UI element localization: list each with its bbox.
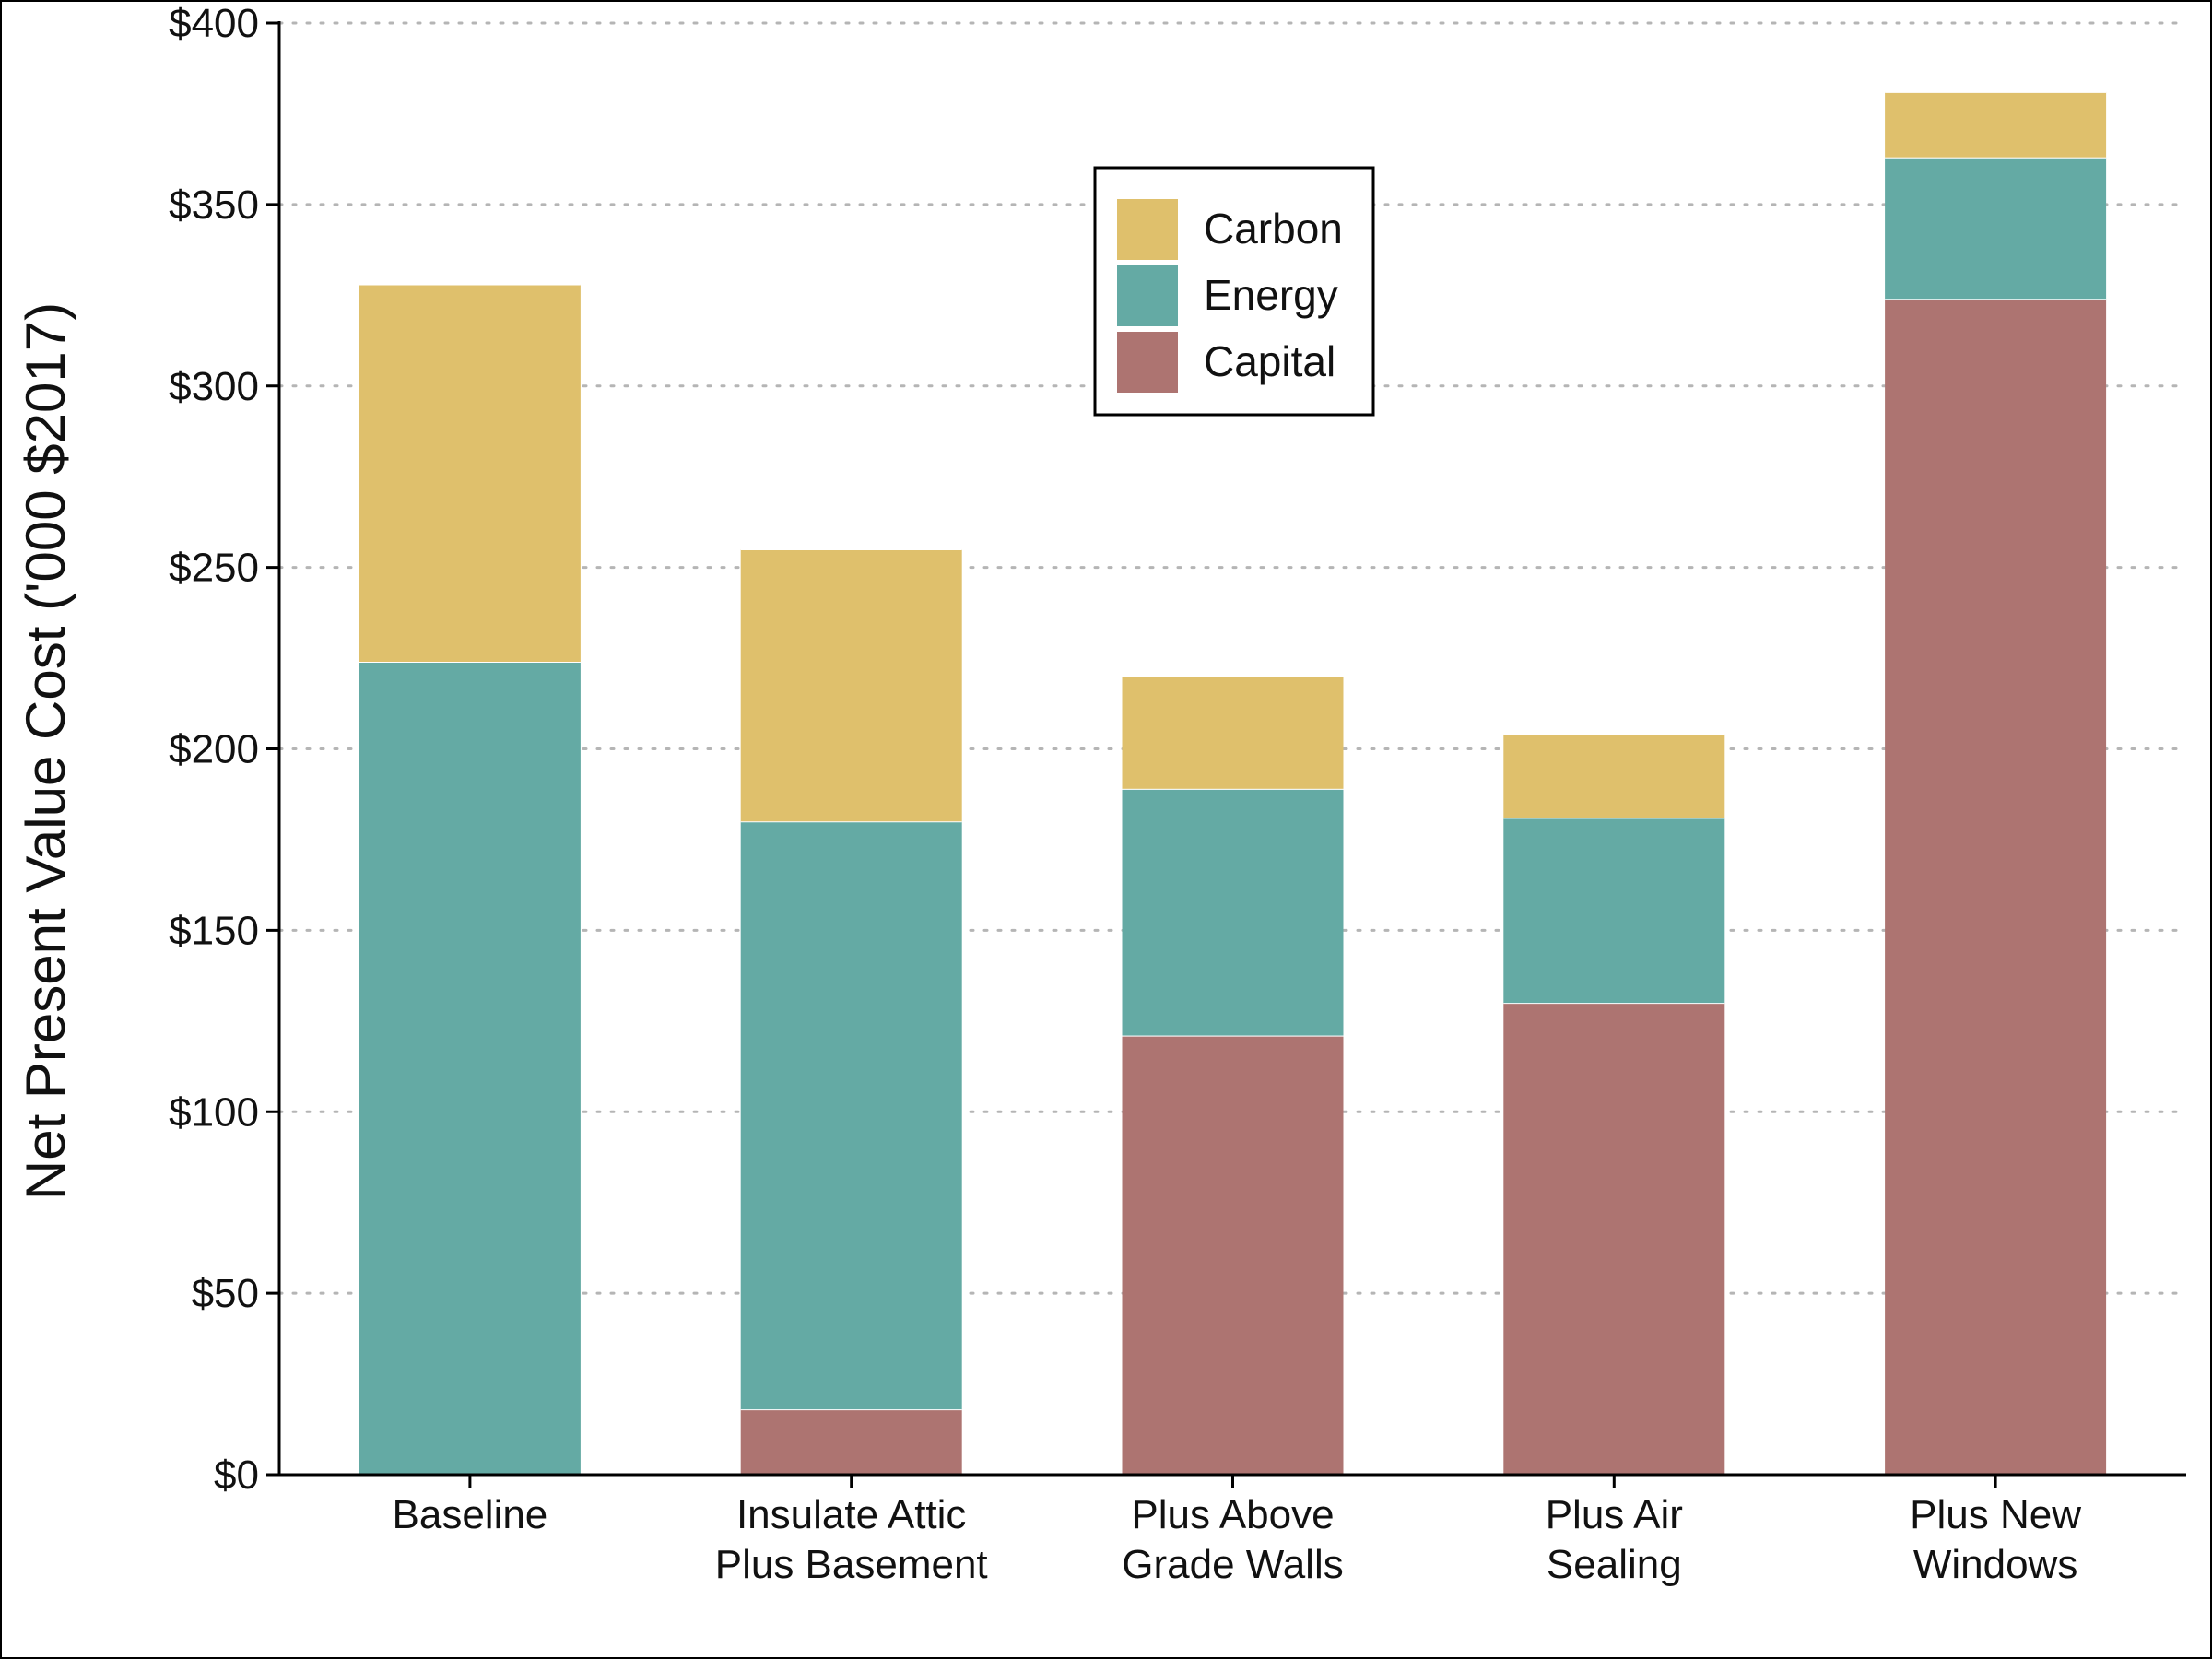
x-tick-label: Plus Air: [1546, 1492, 1683, 1537]
legend-swatch-carbon: [1117, 199, 1178, 260]
bar-carbon-0: [359, 284, 581, 662]
bar-capital-4: [1885, 299, 2107, 1475]
x-tick-label: Plus Above: [1131, 1492, 1334, 1537]
y-tick-label: $300: [169, 364, 259, 409]
y-tick-label: $350: [169, 182, 259, 228]
bar-energy-1: [740, 821, 962, 1410]
legend-label-capital: Capital: [1204, 337, 1335, 385]
y-tick-label: $150: [169, 908, 259, 953]
x-tick-label: Grade Walls: [1122, 1542, 1343, 1587]
legend-label-energy: Energy: [1204, 271, 1338, 319]
bar-energy-4: [1885, 157, 2107, 300]
axes: [266, 21, 2186, 1488]
y-tick-label: $0: [214, 1453, 259, 1498]
legend-swatch-energy: [1117, 265, 1178, 326]
y-axis-title: Net Present Value Cost ('000 $2017): [15, 302, 76, 1200]
bar-capital-3: [1503, 1003, 1725, 1475]
bar-carbon-4: [1885, 91, 2107, 158]
bar-energy-0: [359, 662, 581, 1475]
y-tick-label: $100: [169, 1089, 259, 1135]
bar-energy-2: [1122, 788, 1344, 1036]
x-tick-label: Baseline: [393, 1492, 548, 1537]
legend-swatch-capital: [1117, 332, 1178, 393]
y-tick-label: $250: [169, 546, 259, 591]
legend: Carbon Energy Capital: [1093, 166, 1375, 417]
x-tick-label: Windows: [1913, 1542, 2078, 1587]
bar-carbon-1: [740, 548, 962, 822]
x-tick-label: Plus New: [1910, 1492, 2081, 1537]
bar-carbon-2: [1122, 676, 1344, 789]
bar-carbon-3: [1503, 734, 1725, 818]
x-tick-label: Sealing: [1547, 1542, 1682, 1587]
y-tick-label: $50: [192, 1271, 259, 1316]
y-tick-label: $400: [169, 1, 259, 46]
bar-capital-1: [740, 1409, 962, 1475]
y-tick-labels: $0 $50 $100 $150 $200 $250 $300 $350 $400: [169, 1, 259, 1498]
bar-energy-3: [1503, 818, 1725, 1004]
x-tick-label: Plus Basement: [715, 1542, 988, 1587]
y-tick-label: $200: [169, 727, 259, 772]
x-tick-labels: Baseline Insulate Attic Plus Basement Plus …: [393, 1492, 2082, 1587]
bars: [359, 90, 2107, 1475]
bar-capital-2: [1122, 1035, 1344, 1475]
legend-label-carbon: Carbon: [1204, 205, 1343, 253]
x-tick-label: Insulate Attic: [736, 1492, 966, 1537]
